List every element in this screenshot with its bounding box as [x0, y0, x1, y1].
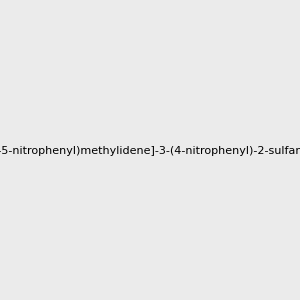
Text: (5E)-5-[(3-bromo-4-hydroxy-5-nitrophenyl)methylidene]-3-(4-nitrophenyl)-2-sulfan: (5E)-5-[(3-bromo-4-hydroxy-5-nitrophenyl…: [0, 146, 300, 157]
